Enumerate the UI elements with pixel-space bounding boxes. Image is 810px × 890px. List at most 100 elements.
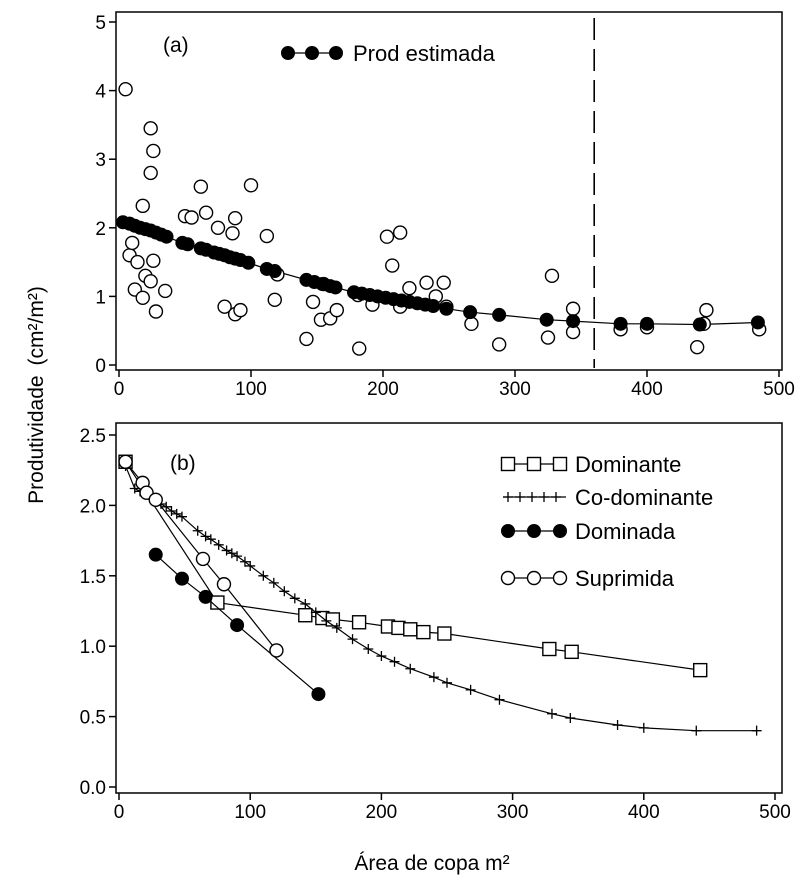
legend-label-co-dominante: Co-dominante [575,485,713,510]
legend-marker-co-dominante [527,492,537,502]
legend-label-dominante: Dominante [575,452,681,477]
legend-marker-dominada [527,524,541,538]
series-point-co-dominante [192,525,203,536]
series-point-co-dominante [612,720,623,731]
series-point-co-dominante [389,656,400,667]
observed-point [305,294,321,310]
observed-point [419,275,434,290]
series-point-co-dominante [442,677,452,688]
observed-point [243,178,259,193]
fit-point [613,316,628,331]
series-point-co-dominante [300,598,311,609]
observed-point [379,229,395,244]
fit-point [180,237,195,252]
legend-marker-suprimida [500,570,516,586]
series-point-co-dominante [213,539,224,550]
panel-b-legend: Dominante Co-dominante Dominada Suprimida [500,452,713,591]
panel-b-ticks: 0 100 200 300 400 500 0.0 0.5 1.0 1.5 2.0 2.5 [80,426,791,823]
y-axis-title: Produtividade (cm²/m²) [25,286,48,504]
series-point-co-dominante [161,501,172,512]
observed-point [689,339,705,355]
fit-point [241,255,256,270]
panel-b-label: (b) [170,452,196,475]
legend-marker-suprimida [526,570,542,586]
legend-marker-dominada [501,524,515,538]
fit-point [328,280,343,295]
panel-a-x-tick-label: 500 [763,379,795,400]
series-point-dominante [403,622,418,637]
series-point-co-dominante [363,644,374,655]
series-point-co-dominante [176,511,187,522]
observed-point [130,254,145,270]
legend-label-suprimida: Suprimida [575,566,675,591]
panel-b-x-tick-label: 400 [628,802,660,823]
series-point-co-dominante [376,651,387,662]
observed-point [544,268,560,284]
series-point-co-dominante [268,577,279,588]
legend-marker-dominada [553,524,567,538]
panel-b-x-tick-label: 0 [114,802,125,823]
panel-b: 0 100 200 300 400 500 0.0 0.5 1.0 1.5 2.0 2.5 (b) D… [80,422,791,823]
observed-point [540,330,556,345]
series-point-co-dominante [221,545,232,556]
series-point-suprimida [216,577,232,592]
panel-b-y-tick-label: 1.5 [80,567,106,588]
series-point-dominada [311,687,326,702]
panel-b-x-tick-label: 500 [759,802,791,823]
fit-point [492,307,507,322]
series-point-dominante [298,608,313,623]
series-point-co-dominante [129,483,140,494]
fit-point [159,229,174,244]
observed-point [124,235,140,251]
panel-a-x-tick-label: 0 [114,379,125,400]
series-point-co-dominante [205,534,216,545]
panel-b-y-tick-label: 2.0 [80,496,106,517]
legend-label-dominada: Dominada [575,519,676,544]
panel-b-frame [115,422,783,794]
series-point-co-dominante [289,593,300,604]
series-point-co-dominante [245,560,256,571]
series-point-co-dominante [565,713,576,724]
panel-a-x-tick-label: 200 [367,379,399,400]
observed-point [491,337,507,352]
observed-point [217,299,232,314]
fit-point [267,264,282,279]
observed-point [135,290,150,305]
observed-point [146,253,161,268]
legend-marker-dominante [500,456,516,472]
panel-a-ticks: 0 100 200 300 400 500 0 1 2 3 4 5 [95,13,794,400]
series-point-co-dominante [405,663,416,674]
series-point-dominante [437,626,452,641]
panel-a-frame [115,11,783,371]
fit-point [566,314,581,329]
observed-point [233,302,248,318]
series-point-co-dominante [239,556,250,567]
panel-b-series [118,454,762,736]
legend-label-prod-estimada: Prod estimada [353,41,496,66]
observed-point [118,82,133,97]
series-point-suprimida [269,643,284,658]
observed-point [392,225,408,240]
observed-point [184,210,199,225]
series-point-co-dominante [232,551,243,562]
series-point-co-dominante [546,708,557,719]
panel-a-y-tick-label: 0 [95,356,106,377]
legend-marker-dominante [552,456,568,472]
panel-b-y-tick-label: 2.5 [80,426,106,447]
panel-b-y-tick-label: 0.0 [80,778,106,799]
series-point-co-dominante [465,684,476,695]
series-point-co-dominante [226,548,237,559]
panel-a-y-tick-label: 1 [95,287,106,308]
series-point-dominante [351,615,367,630]
series-point-co-dominante [638,722,649,733]
series-point-co-dominante [494,694,505,705]
legend-marker-prod-estimada [329,46,343,60]
series-point-co-dominante [321,615,332,626]
series-point-co-dominante [331,622,342,633]
observed-point [225,226,240,241]
fit-point [750,315,765,330]
series-point-dominante [391,620,406,636]
series-point-co-dominante [347,634,358,645]
observed-point [148,304,164,319]
fit-point [640,316,654,331]
